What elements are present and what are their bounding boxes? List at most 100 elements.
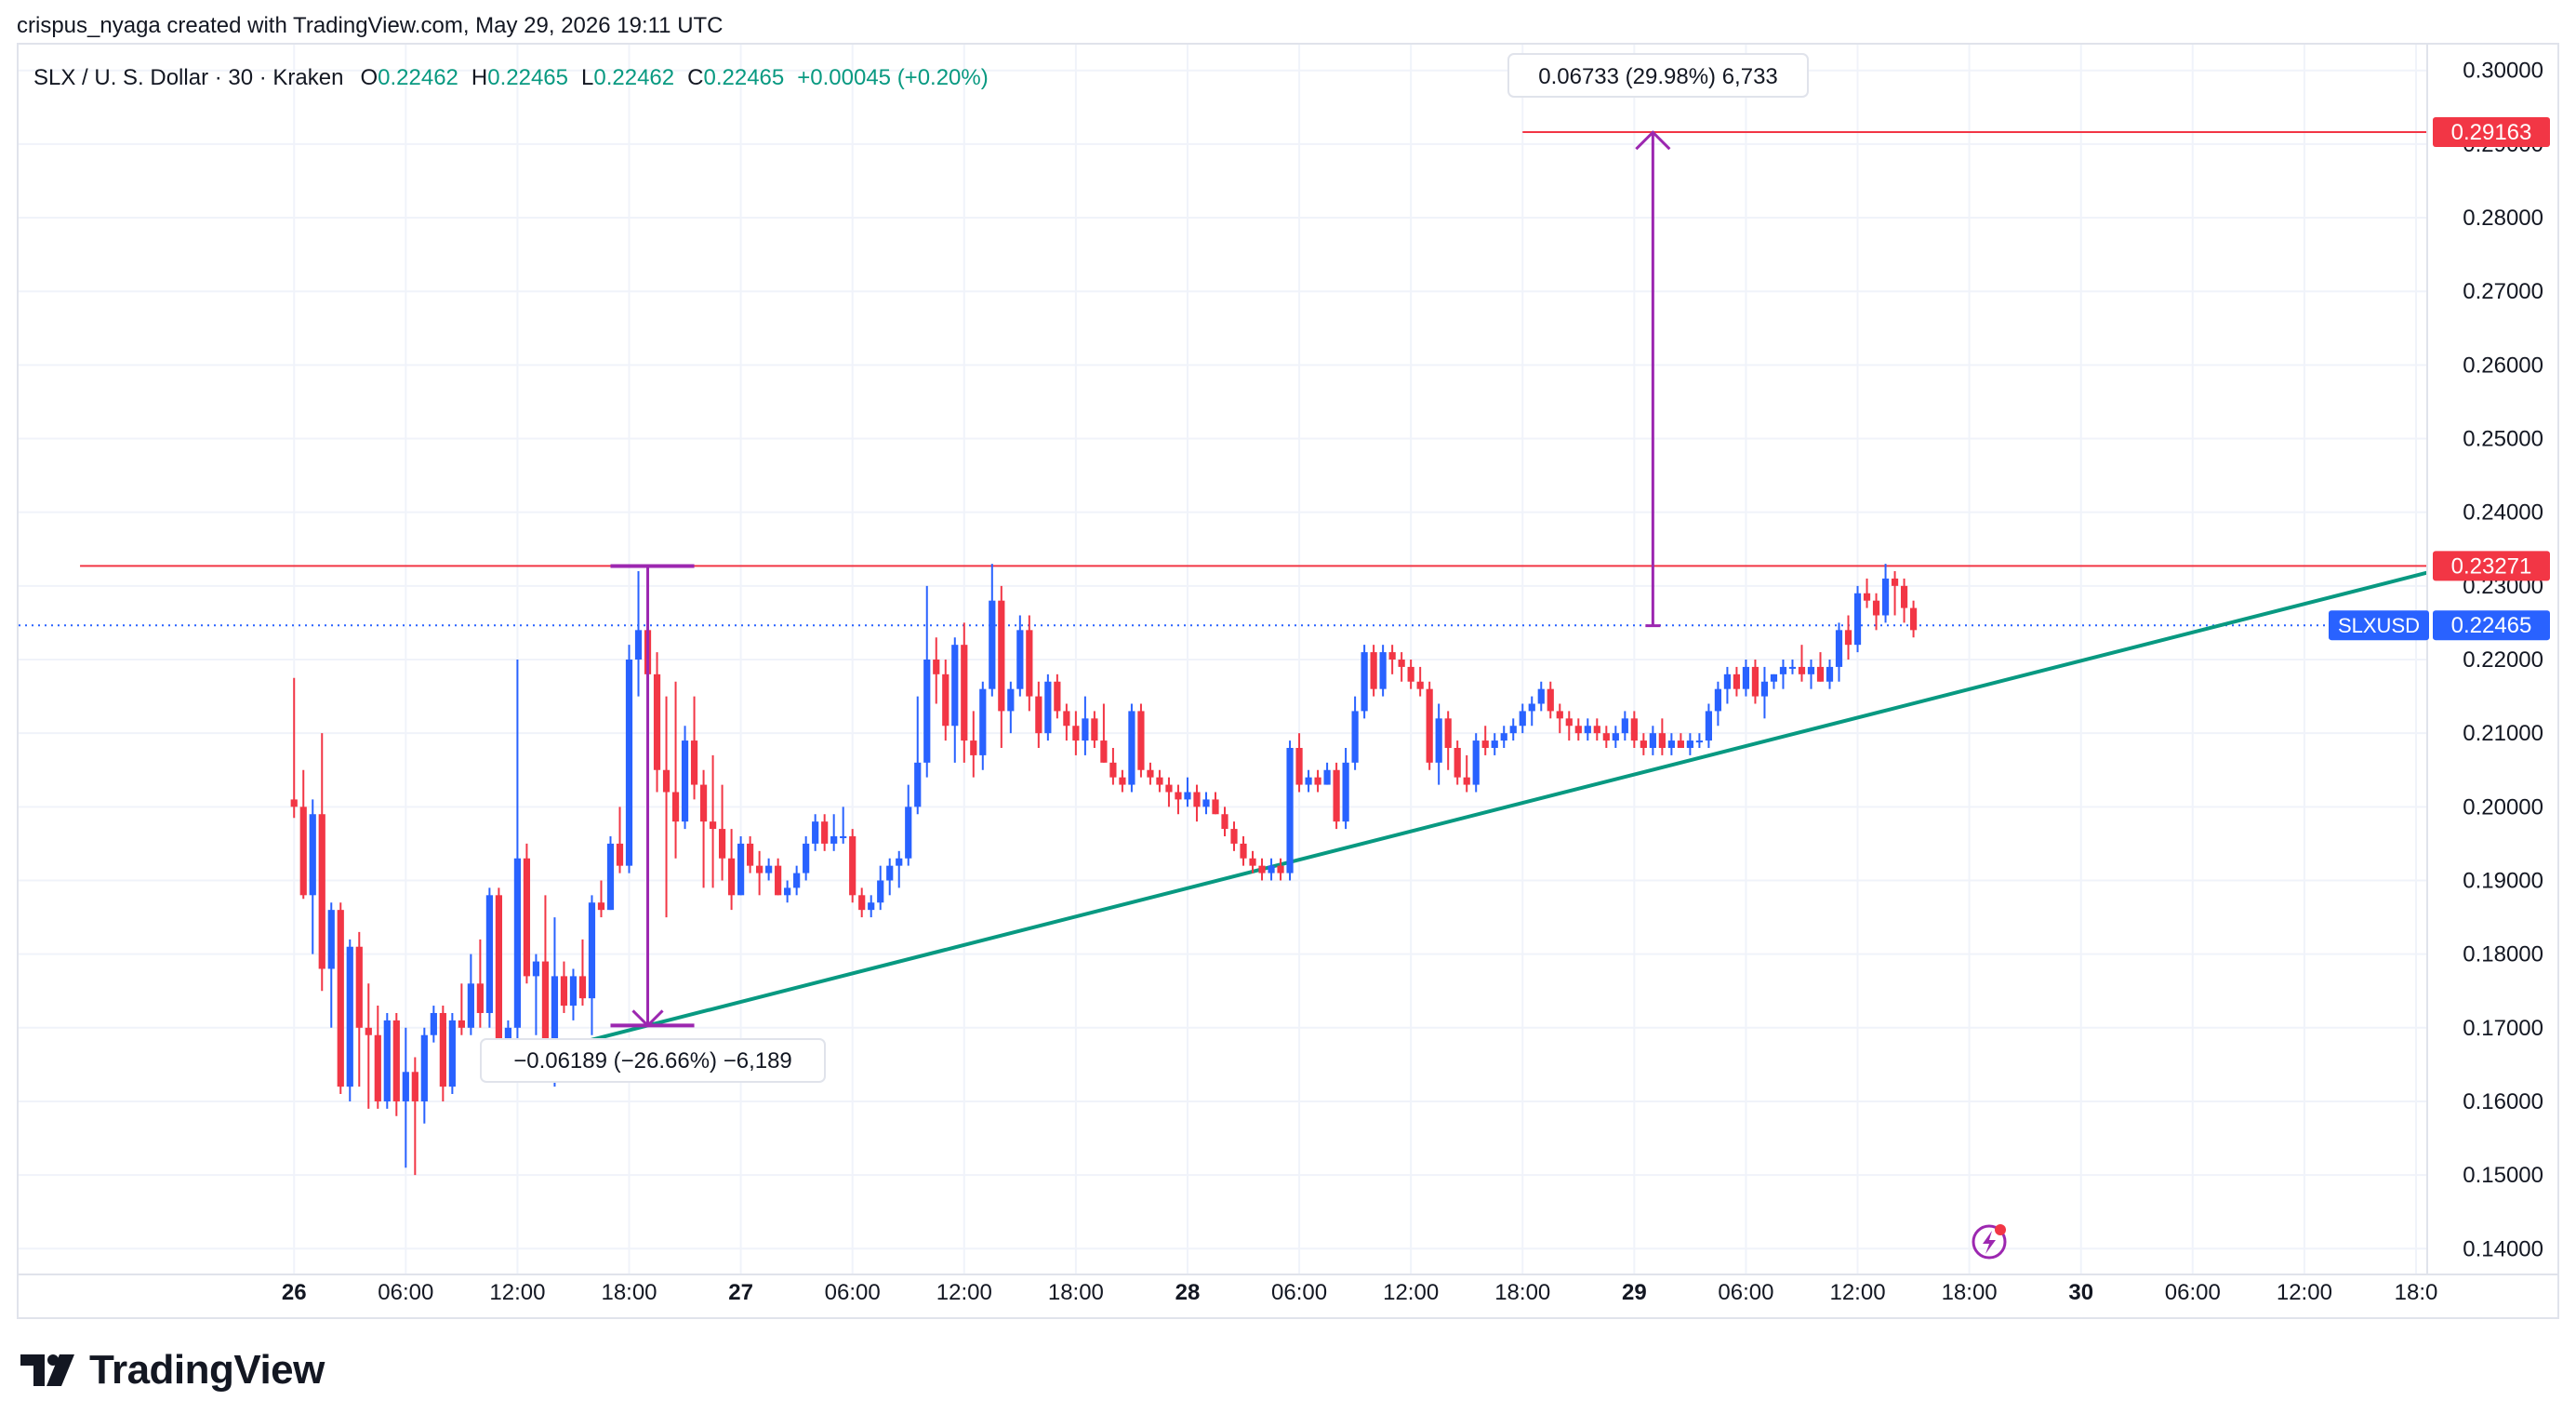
- candle: [1509, 718, 1517, 741]
- open-value: 0.22462: [378, 65, 458, 90]
- candle: [1091, 711, 1098, 748]
- candle-body: [374, 1034, 381, 1101]
- candle: [1026, 615, 1033, 712]
- candle: [1305, 769, 1312, 793]
- candle: [1556, 703, 1563, 734]
- candle: [1891, 571, 1899, 616]
- candle: [1295, 733, 1303, 793]
- x-tick-label: 06:00: [1718, 1280, 1773, 1305]
- tradingview-logo[interactable]: TradingView: [20, 1347, 325, 1394]
- candle-body: [1026, 630, 1033, 697]
- candle: [1323, 762, 1331, 785]
- candle-body: [485, 895, 493, 1013]
- candle-body: [597, 902, 605, 911]
- candle: [513, 660, 522, 1058]
- candle: [1463, 754, 1470, 793]
- candle-body: [671, 792, 680, 822]
- candle: [606, 835, 615, 911]
- candle: [784, 880, 791, 903]
- candle: [1398, 652, 1405, 682]
- candle-body: [681, 740, 689, 822]
- candle: [1109, 747, 1117, 785]
- symbol-legend: SLX / U. S. Dollar · 30 · Kraken O0.22462…: [33, 65, 1002, 91]
- target-price-badge-label: 0.29163: [2451, 120, 2532, 145]
- candle-body: [877, 880, 884, 903]
- candle-body: [905, 807, 912, 859]
- candle-body: [1853, 593, 1862, 646]
- candle: [1333, 762, 1340, 830]
- candle: [951, 637, 959, 763]
- tradingview-logo-text: TradingView: [89, 1347, 325, 1393]
- candle: [1649, 726, 1656, 755]
- candle-body: [998, 600, 1005, 712]
- candle-body: [1519, 711, 1526, 727]
- candle: [597, 880, 605, 918]
- candle-body: [634, 630, 643, 660]
- y-tick-label: 0.17000: [2463, 1016, 2543, 1041]
- candle-body: [337, 910, 344, 1087]
- candle-body: [1630, 718, 1638, 741]
- candle-body: [970, 740, 977, 755]
- candle-body: [812, 821, 819, 844]
- candle: [877, 865, 884, 911]
- candle-body: [942, 673, 949, 727]
- candle-body: [1351, 711, 1359, 763]
- candle: [1733, 666, 1741, 697]
- candle-body: [1677, 740, 1684, 748]
- candle-body: [430, 1012, 437, 1035]
- candle: [1007, 681, 1015, 734]
- candle-body: [979, 688, 987, 755]
- candle-body: [392, 1020, 400, 1101]
- candle: [411, 1057, 418, 1176]
- y-tick-label: 0.20000: [2463, 794, 2543, 820]
- candle-body: [1277, 865, 1284, 874]
- lightning-icon-bolt: [1983, 1231, 1996, 1254]
- y-tick-label: 0.16000: [2463, 1089, 2543, 1114]
- candle: [756, 850, 764, 896]
- candle: [299, 769, 307, 900]
- candle-body: [1193, 792, 1201, 807]
- candle-body: [1333, 769, 1340, 822]
- candle-body: [1268, 865, 1275, 874]
- candle: [1788, 660, 1797, 674]
- candle: [1379, 645, 1387, 697]
- candle-body: [411, 1072, 418, 1101]
- candle-body: [1100, 740, 1108, 763]
- candle: [532, 954, 540, 1035]
- candle: [327, 902, 335, 1028]
- candle-body: [1602, 733, 1610, 741]
- candle: [625, 645, 633, 874]
- candle: [588, 895, 596, 1035]
- x-tick-label: 12:00: [1829, 1280, 1885, 1305]
- candle: [1240, 835, 1247, 866]
- candle: [1621, 711, 1628, 741]
- candle-body: [1621, 718, 1628, 734]
- candle-body: [523, 858, 531, 977]
- candle-body: [775, 865, 782, 896]
- candle: [318, 733, 325, 992]
- candle: [1147, 762, 1154, 785]
- candle: [1407, 660, 1414, 689]
- symbol-title: SLX / U. S. Dollar · 30 · Kraken: [33, 65, 344, 90]
- candle-body: [1091, 718, 1098, 741]
- candle: [1258, 858, 1266, 881]
- candle: [1351, 696, 1359, 770]
- target-price-badge-bg: [2433, 116, 2550, 147]
- candle: [1156, 769, 1163, 793]
- close-key: C: [687, 65, 704, 90]
- measure-up-label-box: 0.06733 (29.98%) 6,733: [1507, 53, 1809, 98]
- measure-down-arrowhead: [631, 1009, 664, 1028]
- candle-body: [1537, 688, 1545, 704]
- candle-body: [1593, 726, 1600, 734]
- candle: [1909, 600, 1918, 638]
- candle-body: [961, 645, 968, 741]
- candle-body: [1295, 747, 1303, 785]
- candle: [1249, 850, 1256, 874]
- candle: [942, 660, 949, 741]
- candle-body: [439, 1012, 446, 1087]
- x-tick-label: 18:00: [601, 1280, 657, 1305]
- candle: [374, 1006, 381, 1109]
- candle-body: [1082, 718, 1089, 741]
- candle-body: [1137, 711, 1145, 770]
